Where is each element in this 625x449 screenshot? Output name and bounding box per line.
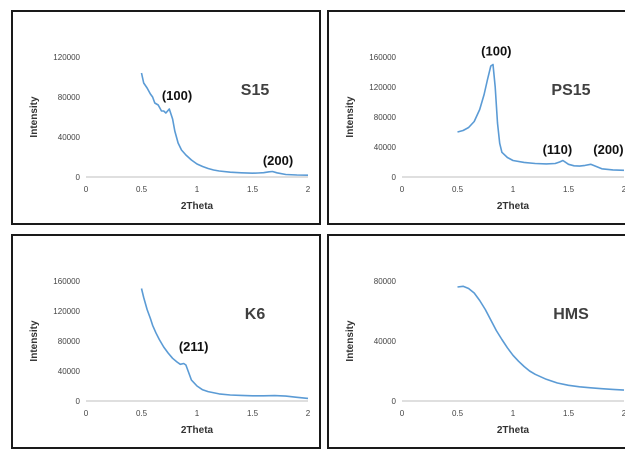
peak-label: (211) [179, 339, 209, 354]
chart-panel-ps15: 0 40000 80000 120000 160000 0 0.5 1 1.5 2 2Theta In… [327, 10, 625, 225]
series-line [457, 285, 625, 391]
chart-panel-hms: 0 40000 80000 0 0.5 1 1.5 2 2Theta Intensity HMS [327, 234, 625, 449]
x-tick-label: 1 [511, 409, 516, 418]
chart-panel-s15: 0 40000 80000 120000 0 0.5 1 1.5 2 2Theta Intensit… [11, 10, 321, 225]
chart-k6: 0 40000 80000 120000 160000 0 0.5 1 1.5 2 2Theta In… [29, 277, 311, 436]
x-tick-label: 1.5 [247, 185, 259, 194]
x-tick-label: 0 [400, 409, 405, 418]
y-tick-label: 160000 [53, 277, 80, 286]
y-tick-label: 80000 [374, 277, 397, 286]
y-tick-label: 0 [392, 173, 397, 182]
x-tick-label: 0 [84, 185, 89, 194]
x-tick-label: 2 [622, 185, 625, 194]
chart-title: K6 [245, 306, 266, 323]
x-tick-label: 1.5 [563, 185, 575, 194]
y-tick-label: 40000 [58, 367, 81, 376]
peak-label: (110) [543, 142, 573, 157]
x-axis-label: 2Theta [497, 201, 530, 212]
chart-panel-k6: 0 40000 80000 120000 160000 0 0.5 1 1.5 2 2Theta In… [11, 234, 321, 449]
y-tick-label: 120000 [53, 53, 80, 62]
chart-s15: 0 40000 80000 120000 0 0.5 1 1.5 2 2Theta Intensit… [29, 53, 311, 212]
y-tick-label: 80000 [58, 337, 81, 346]
peak-label: (100) [162, 88, 192, 103]
y-tick-label: 40000 [374, 143, 397, 152]
y-axis-label: Intensity [29, 96, 40, 138]
x-tick-label: 0 [400, 185, 405, 194]
y-axis-label: Intensity [29, 320, 40, 362]
y-axis-label: Intensity [345, 96, 356, 138]
chart-title: S15 [241, 82, 270, 99]
y-tick-label: 80000 [374, 113, 397, 122]
x-tick-label: 2 [622, 409, 625, 418]
x-tick-label: 0.5 [452, 185, 464, 194]
y-tick-label: 80000 [58, 93, 81, 102]
y-tick-label: 0 [76, 397, 81, 406]
x-axis-label: 2Theta [181, 201, 214, 212]
chart-ps15: 0 40000 80000 120000 160000 0 0.5 1 1.5 2 2Theta In… [345, 44, 625, 213]
x-tick-label: 1.5 [247, 409, 259, 418]
x-tick-label: 1 [511, 185, 516, 194]
x-tick-label: 0.5 [452, 409, 464, 418]
y-axis-label: Intensity [345, 320, 356, 362]
x-tick-label: 2 [306, 185, 311, 194]
x-tick-label: 0.5 [136, 185, 148, 194]
y-tick-label: 40000 [374, 337, 397, 346]
peak-label: (200) [263, 153, 293, 168]
y-tick-label: 40000 [58, 133, 81, 142]
x-tick-label: 1.5 [563, 409, 575, 418]
chart-hms: 0 40000 80000 0 0.5 1 1.5 2 2Theta Intensity HMS [345, 277, 625, 436]
y-tick-label: 120000 [53, 307, 80, 316]
x-tick-label: 1 [195, 185, 200, 194]
series-line [140, 288, 309, 400]
x-tick-label: 2 [306, 409, 311, 418]
y-tick-label: 160000 [369, 53, 396, 62]
chart-title: HMS [553, 306, 589, 323]
x-tick-label: 1 [195, 409, 200, 418]
x-tick-label: 0 [84, 409, 89, 418]
x-axis-label: 2Theta [181, 425, 214, 436]
y-tick-label: 120000 [369, 83, 396, 92]
y-tick-label: 0 [76, 173, 81, 182]
x-axis-label: 2Theta [497, 425, 530, 436]
peak-label: (100) [481, 44, 511, 59]
x-tick-label: 0.5 [136, 409, 148, 418]
series-line [140, 72, 309, 176]
chart-title: PS15 [551, 82, 590, 99]
series-line [457, 63, 625, 172]
peak-label: (200) [593, 142, 623, 157]
y-tick-label: 0 [392, 397, 397, 406]
